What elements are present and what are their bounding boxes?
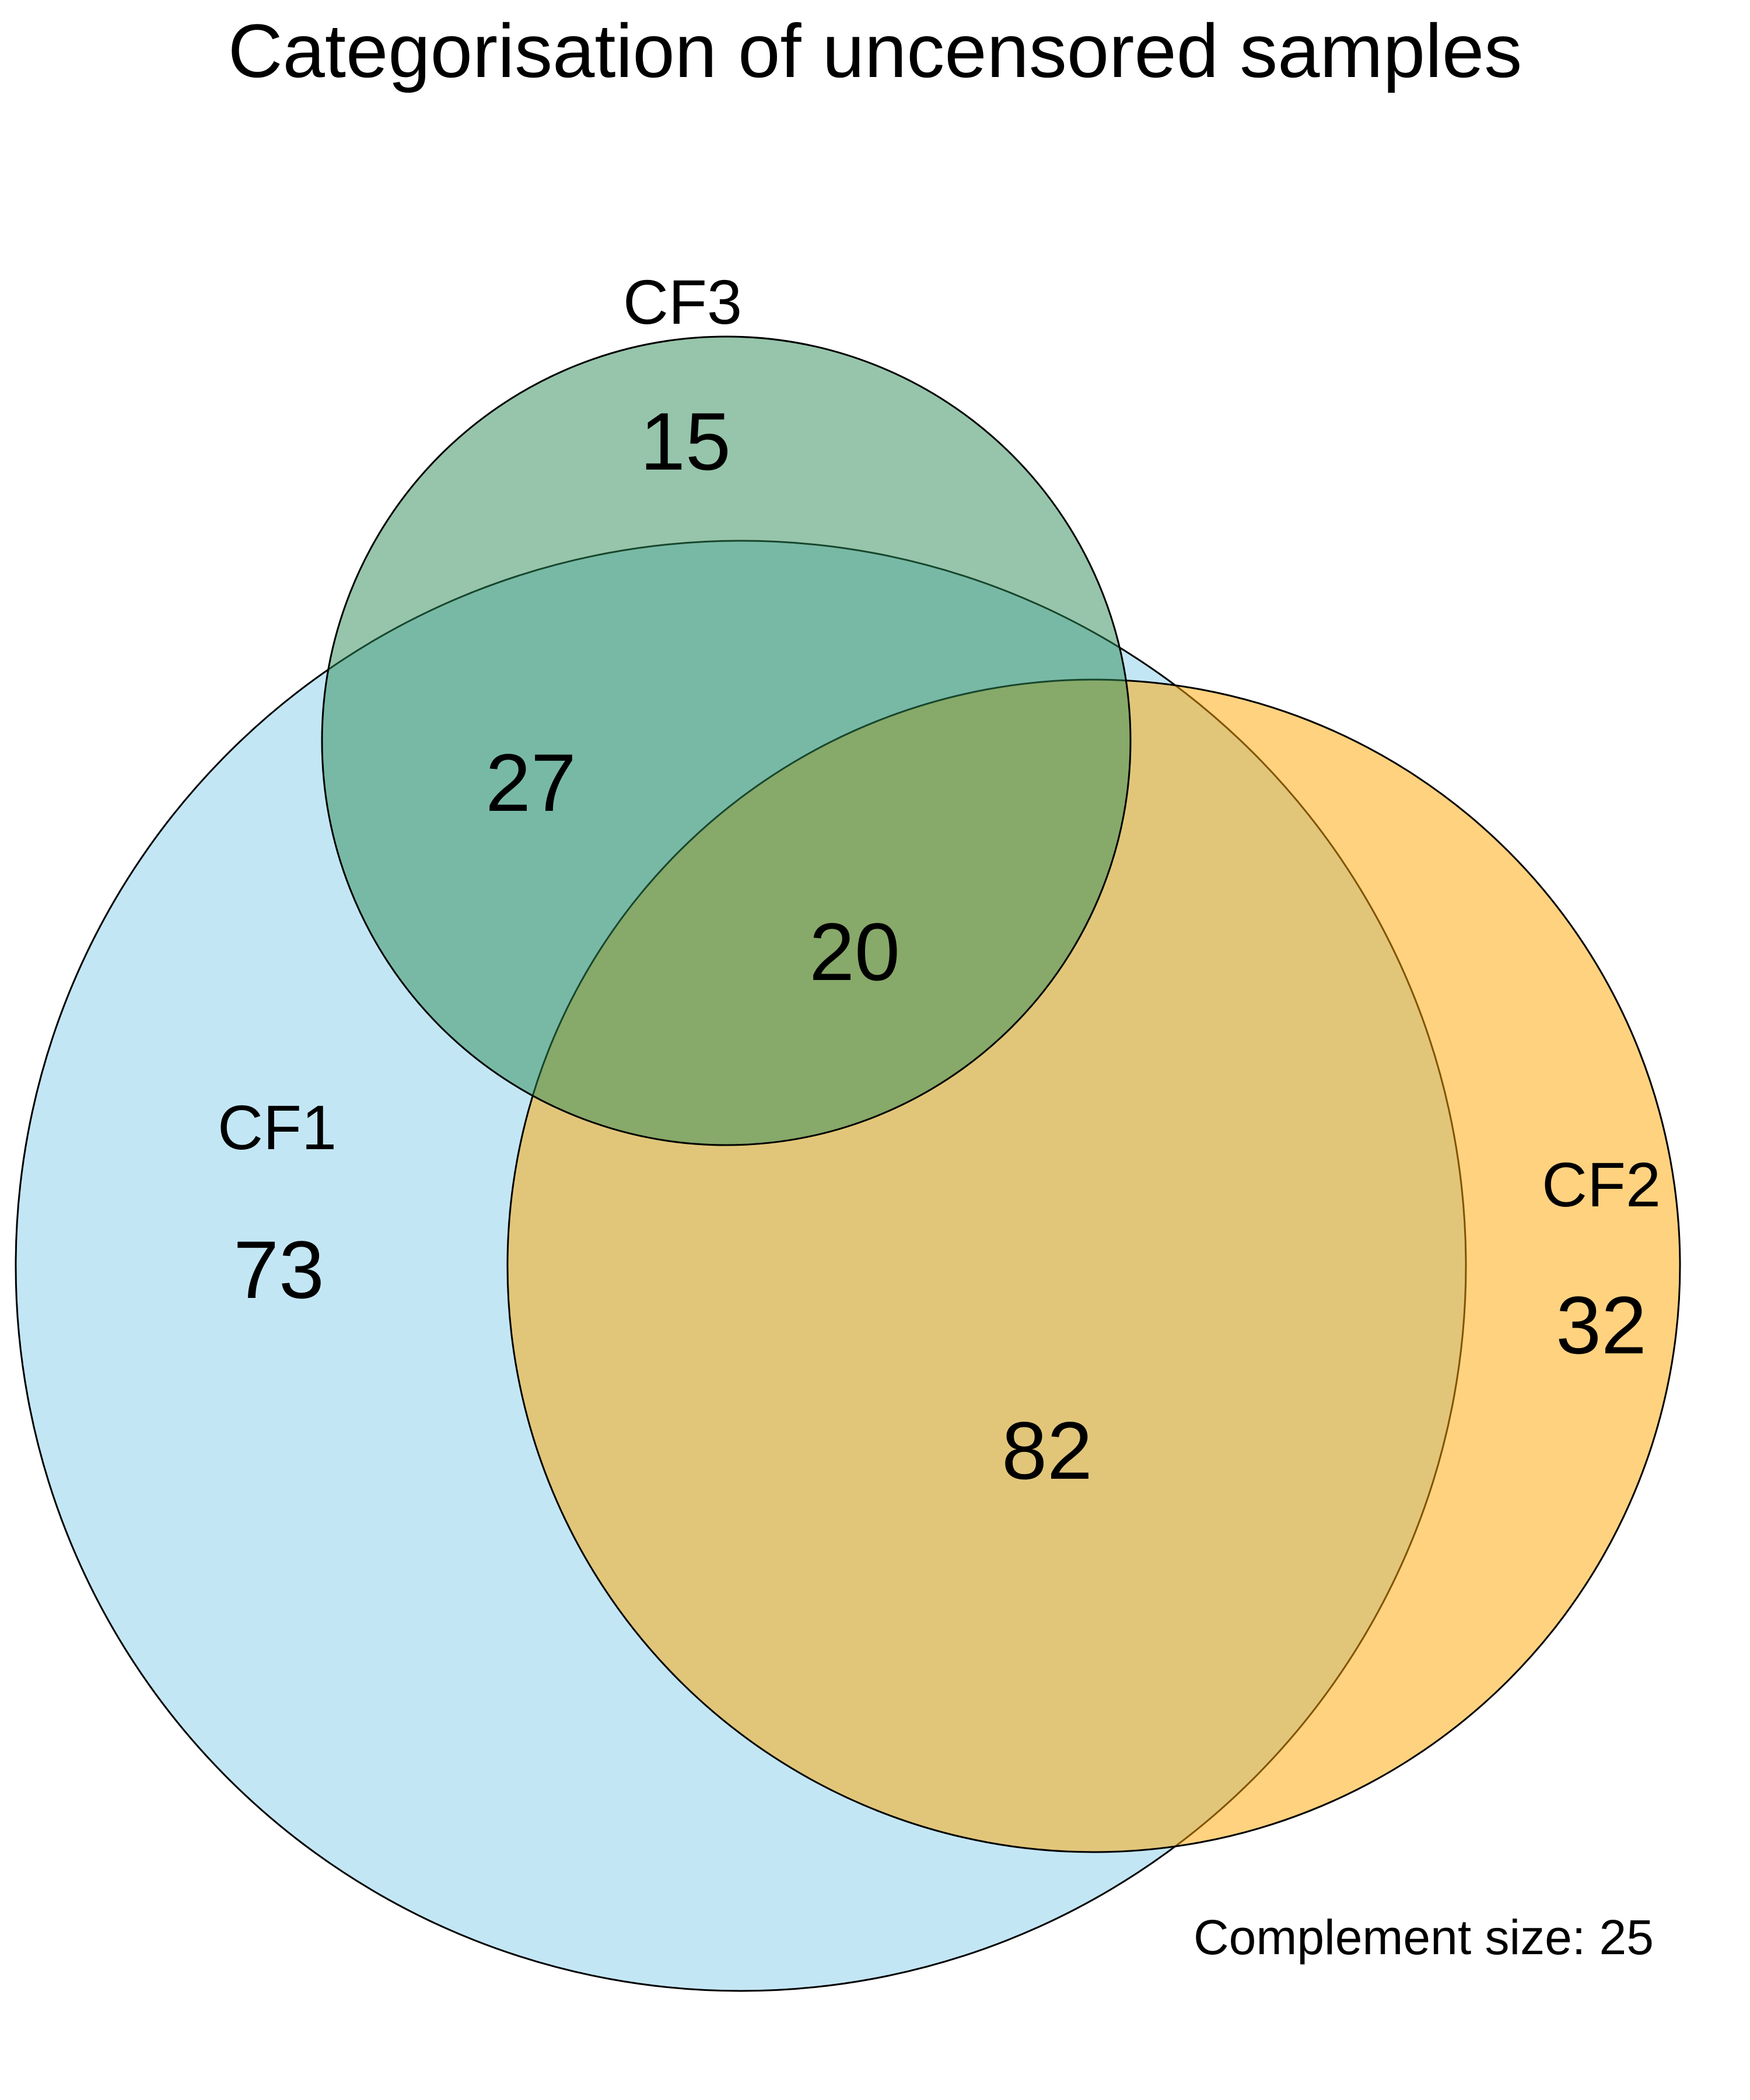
region-count-cf1-only: 73 — [233, 1224, 324, 1315]
complement-size-label: Complement size: 25 — [1194, 1910, 1654, 1965]
region-count-cf2-only: 32 — [1556, 1279, 1647, 1371]
region-count-cf3-only: 15 — [640, 396, 731, 487]
region-count-cf1-cf2: 82 — [1002, 1405, 1093, 1496]
set-circle-cf3 — [321, 335, 1132, 1146]
region-count-cf1-cf2-cf3: 20 — [809, 906, 900, 998]
diagram-title: Categorisation of uncensored samples — [228, 8, 1522, 93]
set-label-cf1: CF1 — [218, 1092, 337, 1163]
region-count-cf1-cf3: 27 — [485, 737, 576, 828]
set-label-cf2: CF2 — [1542, 1149, 1661, 1220]
set-label-cf3: CF3 — [623, 267, 742, 337]
